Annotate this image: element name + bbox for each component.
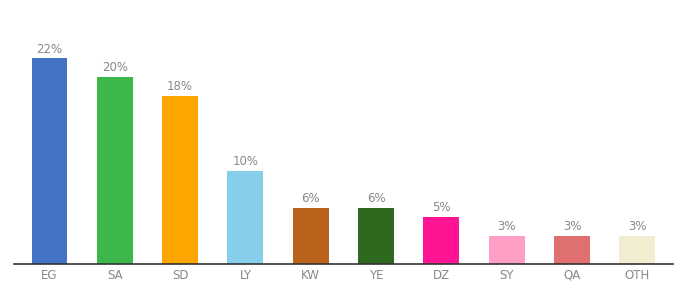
Text: 22%: 22% <box>37 43 63 56</box>
Text: 6%: 6% <box>301 192 320 205</box>
Bar <box>162 96 198 264</box>
Text: 3%: 3% <box>628 220 647 233</box>
Bar <box>31 58 67 264</box>
Text: 3%: 3% <box>563 220 581 233</box>
Bar <box>424 217 459 264</box>
Text: 18%: 18% <box>167 80 193 93</box>
Bar <box>489 236 525 264</box>
Bar <box>97 77 133 264</box>
Bar <box>293 208 328 264</box>
Text: 3%: 3% <box>497 220 516 233</box>
Bar <box>619 236 656 264</box>
Bar <box>554 236 590 264</box>
Bar <box>358 208 394 264</box>
Bar <box>228 170 263 264</box>
Text: 5%: 5% <box>432 202 451 214</box>
Text: 20%: 20% <box>102 61 128 74</box>
Text: 6%: 6% <box>367 192 386 205</box>
Text: 10%: 10% <box>233 155 258 168</box>
